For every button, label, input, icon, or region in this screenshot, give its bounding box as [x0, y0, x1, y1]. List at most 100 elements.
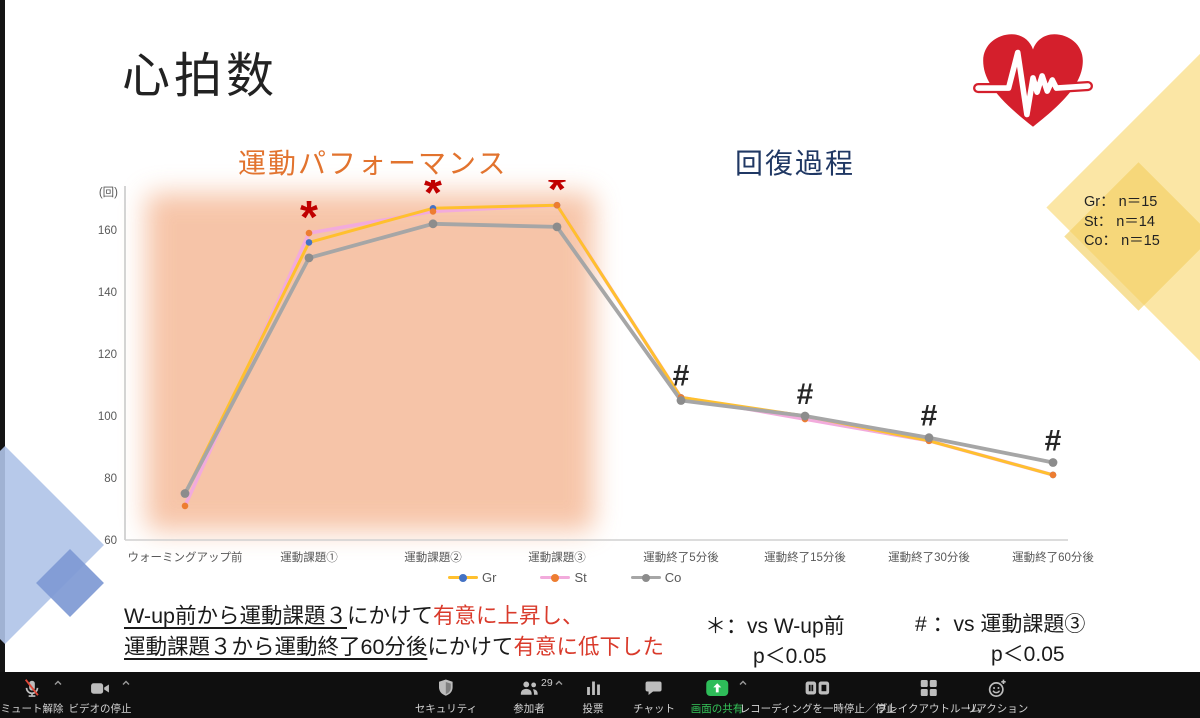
- reaction-icon: [986, 677, 1007, 699]
- summary-line-1: W-up前から運動課題３にかけて有意に上昇し、: [124, 604, 584, 628]
- series-line-Co: [183, 221, 1054, 495]
- toolbar-reactions-button[interactable]: リアクション: [966, 677, 1028, 716]
- asterisk-significance-note: ＊：vs W-up前 p＜0.05: [705, 615, 845, 668]
- toolbar-participants-button[interactable]: 参加者 29: [513, 677, 552, 716]
- breakout-icon: [919, 677, 939, 699]
- series-line-St: [183, 203, 1054, 507]
- toolbar-breakout-button[interactable]: ブレイクアウトルーム: [877, 677, 981, 716]
- x-category-label: 運動課題①: [280, 550, 338, 564]
- screen-edge: [0, 0, 5, 672]
- chart-legend: Gr St Co: [448, 570, 681, 585]
- x-category-label: 運動終了60分後: [1012, 550, 1094, 564]
- summary-text: W-up前から運動課題３にかけて有意に上昇し、 運動課題３から運動終了60分後に…: [124, 601, 664, 663]
- toolbar-recording-button[interactable]: レコーディングを一時停止／停止: [739, 677, 897, 716]
- legend-marker-dot: [641, 573, 650, 582]
- zoom-meeting-toolbar: ミュート解除 ビデオの停止 セキュリティ 参加者 29 投票 チャット 画面の共有 レコーディン…: [0, 672, 1200, 718]
- toolbar-participants-label: 参加者: [513, 703, 545, 715]
- hash-annotation: #: [1045, 425, 1062, 458]
- legend-line-swatch: [540, 573, 571, 582]
- x-category-label: 運動終了15分後: [764, 550, 846, 564]
- data-point-Co: [304, 253, 314, 263]
- hash-annotation: #: [673, 359, 690, 392]
- data-point-Gr: [305, 239, 313, 246]
- legend-item-Gr: Gr: [448, 570, 496, 585]
- y-tick-label: 100: [98, 411, 117, 423]
- toolbar-stop-video-button[interactable]: ビデオの停止: [69, 677, 132, 716]
- sample-size-co: Co： n＝15: [1084, 233, 1160, 249]
- data-point-St: [181, 502, 189, 510]
- participants-icon: [518, 677, 540, 699]
- performance-section-label: 運動パフォーマンス: [238, 148, 508, 179]
- data-point-Co: [800, 411, 810, 421]
- toolbar-reactions-label: リアクション: [965, 703, 1029, 715]
- x-category-label: 運動課題③: [528, 550, 586, 564]
- y-tick-label: 120: [98, 349, 117, 361]
- heartbeat-icon: [972, 27, 1094, 139]
- legend-label: Co: [664, 570, 682, 585]
- toolbar-breakout-label: ブレイクアウトルーム: [876, 703, 982, 715]
- toolbar-stop-video-label: ビデオの停止: [68, 703, 132, 715]
- toolbar-unmute-label: ミュート解除: [0, 703, 64, 715]
- x-category-label: 運動終了5分後: [643, 550, 719, 564]
- hash-annotation: #: [921, 400, 938, 433]
- toolbar-polls-label: 投票: [582, 703, 604, 715]
- data-point-St: [553, 201, 561, 209]
- legend-marker-dot: [551, 573, 560, 582]
- toolbar-share-screen-button[interactable]: 画面の共有: [690, 677, 744, 716]
- data-point-Co: [180, 489, 190, 498]
- share-screen-icon: [705, 677, 730, 699]
- legend-label: Gr: [482, 570, 497, 585]
- data-point-St: [1049, 471, 1057, 479]
- series-line-Gr: [183, 203, 1054, 495]
- chevron-up-icon[interactable]: [739, 679, 747, 687]
- data-point-Co: [676, 396, 686, 405]
- data-point-Co: [1048, 458, 1058, 467]
- sample-size-st: St： n＝14: [1084, 213, 1155, 230]
- summary-line-2: 運動課題３から運動終了60分後にかけて有意に低下した: [124, 635, 664, 659]
- shield-icon: [436, 677, 456, 699]
- toolbar-security-label: セキュリティ: [414, 703, 478, 715]
- x-category-label: ウォーミングアップ前: [128, 550, 243, 564]
- y-tick-label: 160: [98, 225, 117, 237]
- y-tick-label: 80: [104, 473, 117, 485]
- data-point-St: [429, 208, 437, 215]
- legend-line-swatch: [448, 573, 478, 582]
- toolbar-chat-button[interactable]: チャット: [633, 677, 675, 716]
- toolbar-recording-label: レコーディングを一時停止／停止: [739, 703, 897, 715]
- y-tick-label: 60: [104, 535, 117, 547]
- toolbar-share-screen-label: 画面の共有: [690, 703, 744, 715]
- data-point-Co: [552, 222, 562, 232]
- y-axis-unit-label: (回): [99, 186, 118, 199]
- toolbar-chat-label: チャット: [633, 703, 675, 715]
- legend-marker-dot: [459, 573, 467, 582]
- poll-icon: [583, 677, 603, 699]
- chevron-up-icon[interactable]: [54, 679, 62, 687]
- x-category-label: 運動終了30分後: [888, 550, 970, 564]
- toolbar-security-button[interactable]: セキュリティ: [415, 677, 477, 716]
- hash-annotation: #: [797, 378, 814, 411]
- hash-significance-note: # ：vs 運動課題③ p＜0.05: [915, 613, 1086, 666]
- x-category-label: 運動課題②: [404, 550, 462, 564]
- participants-count-badge: 29: [541, 677, 553, 689]
- chevron-up-icon[interactable]: [555, 679, 563, 687]
- legend-item-Co: Co: [630, 570, 682, 585]
- heart-rate-line-chart: 60 80 100 120 140 160 (回) ウォーミングアップ前 運動課題① 運動課題② 運…: [60, 163, 1120, 590]
- data-point-St: [305, 229, 313, 237]
- asterisk-annotation: *: [300, 191, 318, 243]
- chat-icon: [644, 677, 665, 699]
- mic-muted-icon: [22, 677, 43, 699]
- asterisk-annotation: *: [548, 180, 566, 215]
- toolbar-unmute-button[interactable]: ミュート解除: [1, 677, 64, 716]
- legend-label: St: [574, 570, 587, 585]
- exercise-phase-highlight: [146, 193, 594, 531]
- chart-canvas: 60 80 100 120 140 160 (回) ウォーミングアップ前 運動課題① 運動課題② 運…: [98, 163, 1095, 564]
- asterisk-annotation: *: [424, 180, 442, 218]
- toolbar-polls-button[interactable]: 投票: [583, 677, 604, 716]
- legend-item-St: St: [540, 570, 587, 585]
- legend-line-swatch: [630, 573, 661, 582]
- y-tick-label: 140: [98, 287, 117, 299]
- data-point-Co: [924, 433, 934, 443]
- chevron-up-icon[interactable]: [122, 679, 130, 687]
- recovery-section-label: 回復過程: [735, 148, 856, 179]
